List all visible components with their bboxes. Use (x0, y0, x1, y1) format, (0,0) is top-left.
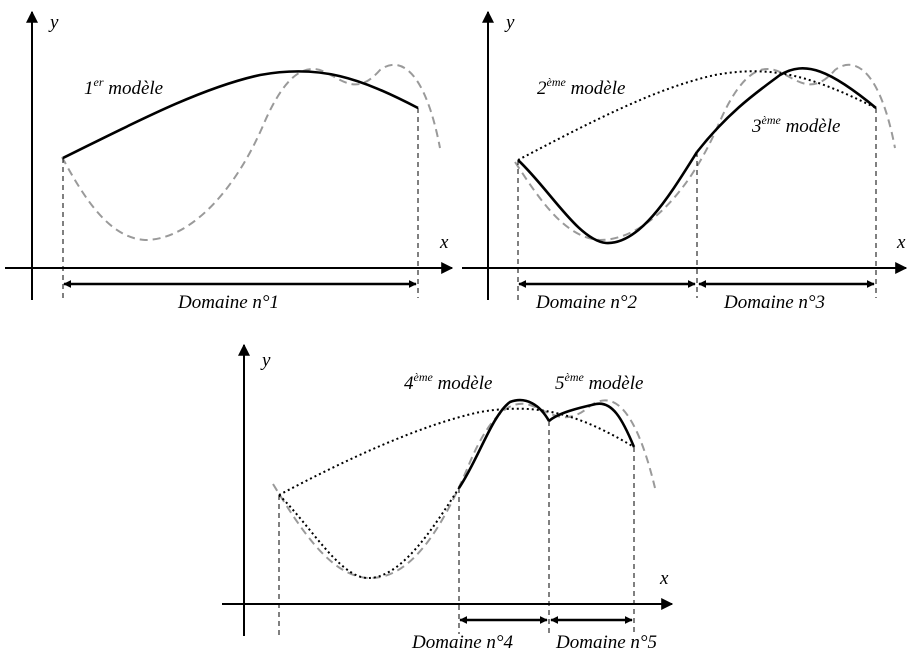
model-4-label: 4ème modèle (404, 370, 492, 394)
model-5-label: 5ème modèle (555, 370, 643, 394)
panel-1: y x 1er modèle Domaine n°1 (5, 10, 454, 313)
y-axis-label: y (504, 12, 515, 33)
model-3-curve-domain-2 (517, 151, 699, 245)
model-2-curve (278, 407, 635, 496)
domain-3-label: Domaine n°3 (723, 292, 825, 313)
y-axis-label: y (48, 12, 59, 33)
panel-2: y x 2ème modèle 3ème modèle Domaine n°2 … (462, 10, 908, 313)
reference-curve (61, 63, 441, 242)
model-3-curve-domain-2 (278, 487, 460, 580)
model-2-curve (517, 70, 877, 161)
reference-curve (514, 63, 896, 242)
model-3-label: 3ème modèle (751, 113, 840, 137)
domain-5-label: Domaine n°5 (555, 632, 657, 653)
model-1-curve (62, 69, 419, 160)
panel-3: y x 4ème modèle 5ème modèle Domaine n°4 … (222, 343, 674, 653)
model-4-curve (457, 398, 551, 489)
model-1-label: 1er modèle (84, 75, 163, 99)
domain-2-label: Domaine n°2 (535, 292, 638, 313)
x-axis-label: x (659, 568, 669, 589)
model-2-label: 2ème modèle (537, 75, 625, 99)
x-axis-label: x (896, 232, 906, 253)
model-5-curve (548, 402, 636, 448)
reference-curve (272, 399, 656, 580)
y-axis-label: y (260, 350, 271, 371)
x-axis-label: x (439, 232, 449, 253)
domain-4-label: Domaine n°4 (411, 632, 514, 653)
domain-1-label: Domaine n°1 (177, 292, 279, 313)
model-3-curve-domain-3 (695, 67, 877, 153)
